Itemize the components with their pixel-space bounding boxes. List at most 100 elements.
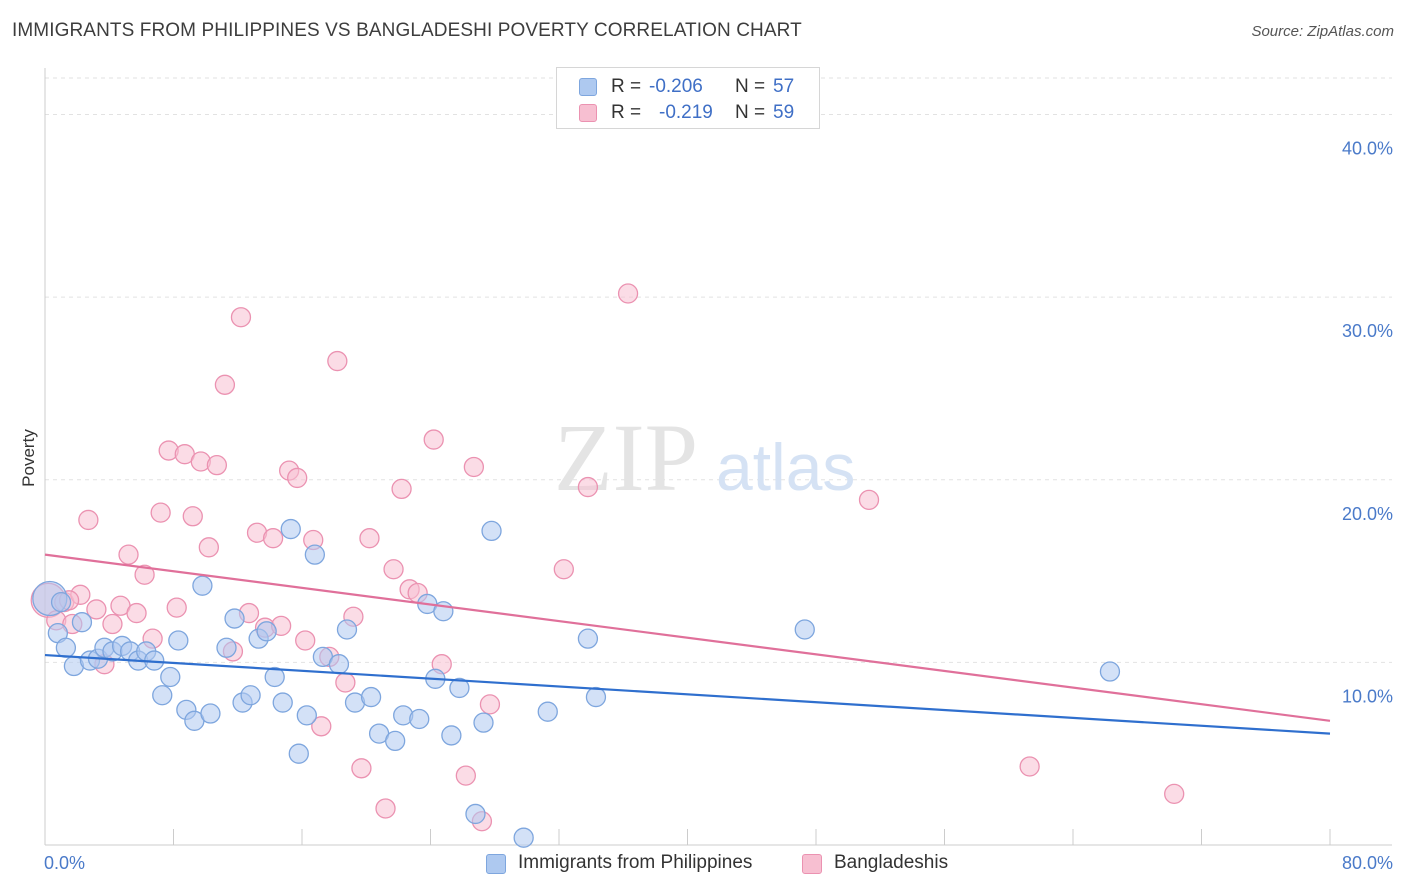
correlation-legend: R = -0.206 N = 57 R = -0.219 N = 59 <box>556 67 820 129</box>
bangladeshis-point <box>577 476 599 498</box>
tick-labels: 10.0% 20.0% 30.0% 40.0% 0.0% 80.0% <box>44 139 1393 873</box>
bangladeshis-point <box>150 502 171 523</box>
legend-swatch-pink <box>802 854 822 874</box>
legend-label: Immigrants from Philippines <box>518 852 753 873</box>
philippines-point <box>50 591 72 613</box>
legend-n-label: N = <box>735 102 766 123</box>
bangladeshis-point <box>182 506 203 527</box>
legend-swatch-blue <box>579 78 597 96</box>
bangladeshis-trend-line <box>44 553 1331 722</box>
philippines-point <box>465 803 486 825</box>
philippines-point <box>794 619 815 640</box>
philippines-points <box>32 518 1121 848</box>
philippines-point <box>264 666 285 688</box>
philippines-point <box>55 637 77 658</box>
bangladeshis-point <box>359 528 380 549</box>
philippines-point <box>449 677 470 699</box>
bangladeshis-point <box>351 758 372 779</box>
bangladeshis-point <box>391 478 412 500</box>
bangladeshis-point <box>327 350 348 372</box>
legend-n-value: 59 <box>773 102 795 123</box>
legend-r-label: R = <box>611 102 642 123</box>
bangladeshis-point <box>1164 783 1185 805</box>
grid-lines <box>45 77 1392 663</box>
bangladeshis-point <box>262 528 284 549</box>
y-tick-label: 20.0% <box>1342 504 1393 524</box>
philippines-point <box>280 518 301 540</box>
philippines-point <box>1099 661 1121 682</box>
x-tick-label: 0.0% <box>44 853 85 873</box>
bangladeshis-point <box>455 765 476 786</box>
philippines-point <box>328 654 350 675</box>
bangladeshis-point <box>463 456 485 478</box>
philippines-point <box>160 666 181 688</box>
bangladeshis-point <box>383 559 404 580</box>
philippines-point <box>71 612 93 633</box>
legend-swatch-pink <box>579 104 597 122</box>
bangladeshis-points <box>30 283 1185 832</box>
philippines-point <box>409 708 430 730</box>
bangladeshis-point <box>86 599 107 620</box>
y-axis-label: Poverty <box>19 429 38 487</box>
philippines-trend-line <box>44 653 1331 735</box>
bangladeshis-point <box>553 559 574 580</box>
bangladeshis-point <box>295 630 316 651</box>
legend-r-label: R = <box>611 76 642 97</box>
philippines-point <box>360 686 382 708</box>
legend-label: Bangladeshis <box>834 852 949 873</box>
trend-lines <box>44 553 1331 735</box>
chart-title: IMMIGRANTS FROM PHILIPPINES VS BANGLADES… <box>12 20 802 41</box>
y-tick-label: 40.0% <box>1342 139 1393 159</box>
bangladeshis-point <box>230 307 252 328</box>
watermark: ZIP atlas <box>554 404 855 511</box>
bangladeshis-point <box>287 467 308 489</box>
philippines-point <box>336 619 358 640</box>
y-tick-label: 30.0% <box>1342 321 1393 341</box>
philippines-point <box>513 827 534 848</box>
philippines-point <box>441 725 462 746</box>
philippines-point <box>473 712 494 733</box>
watermark-atlas: atlas <box>716 430 855 504</box>
legend-r-value: -0.206 <box>649 76 703 97</box>
philippines-point <box>168 630 189 651</box>
bangladeshis-point <box>214 374 236 395</box>
bangladeshis-point <box>479 694 501 715</box>
philippines-point <box>216 637 237 658</box>
bangladeshis-point <box>206 455 228 476</box>
philippines-point <box>272 692 293 713</box>
philippines-point <box>200 703 221 724</box>
bangladeshis-point <box>118 544 139 565</box>
bangladeshis-point <box>166 597 187 618</box>
philippines-point <box>304 544 326 565</box>
bangladeshis-point <box>198 537 219 558</box>
philippines-point <box>577 628 599 649</box>
source-label: Source: ZipAtlas.com <box>1251 23 1394 40</box>
bangladeshis-point <box>617 283 639 304</box>
watermark-zip: ZIP <box>554 404 698 511</box>
philippines-point <box>256 621 277 642</box>
bangladeshis-point <box>375 798 396 819</box>
legend-n-value: 57 <box>773 76 795 97</box>
legend-r-value: -0.219 <box>659 102 713 123</box>
y-tick-label: 10.0% <box>1342 686 1393 706</box>
philippines-point <box>224 608 245 629</box>
bangladeshis-point <box>126 602 147 624</box>
philippines-point <box>585 686 607 708</box>
x-tick-label: 80.0% <box>1342 853 1393 873</box>
philippines-point <box>296 705 317 726</box>
philippines-point <box>537 701 558 722</box>
philippines-point <box>240 685 261 706</box>
philippines-point <box>385 730 406 752</box>
axes <box>44 68 1392 846</box>
bangladeshis-point <box>423 429 444 450</box>
philippines-point <box>152 685 173 706</box>
bangladeshis-point <box>134 564 155 585</box>
philippines-point <box>481 520 502 542</box>
legend-swatch-blue <box>486 854 506 874</box>
bangladeshis-point <box>1019 756 1040 777</box>
philippines-point <box>192 575 213 596</box>
bangladeshis-point <box>311 716 332 737</box>
bangladeshis-point <box>102 613 123 635</box>
legend-n-label: N = <box>735 76 766 97</box>
